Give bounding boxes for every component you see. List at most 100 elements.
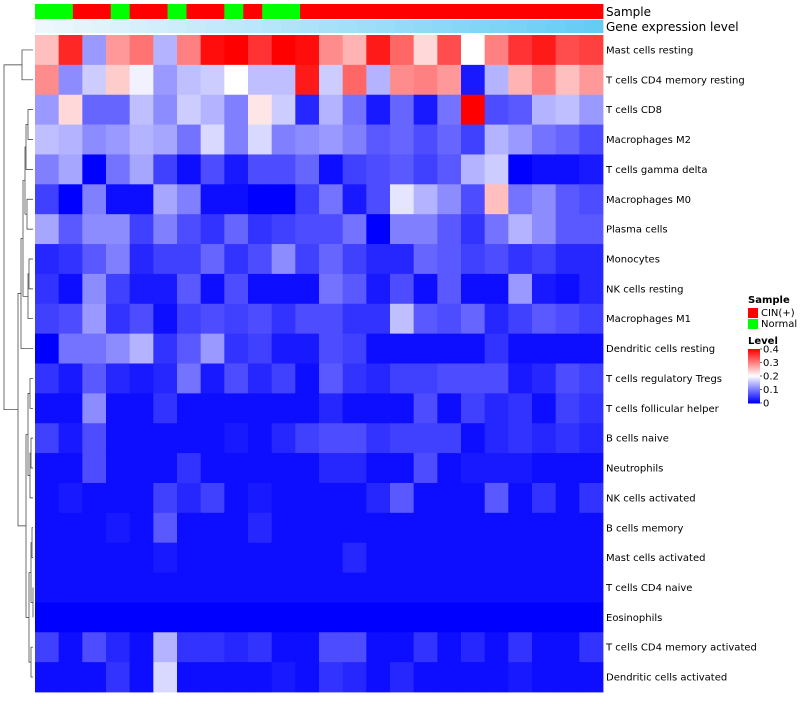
heatmap-cell (484, 393, 509, 424)
heatmap-cell (342, 453, 367, 484)
heatmap-cell (390, 94, 415, 125)
heatmap-cell (366, 453, 391, 484)
heatmap-cell (177, 512, 202, 544)
heatmap-cell (177, 602, 202, 633)
heatmap-cell (484, 363, 509, 394)
heatmap-cell (248, 572, 273, 603)
expression-annotation-cell (167, 20, 187, 33)
heatmap-cell (579, 35, 604, 66)
legend-gradient-step (748, 380, 760, 382)
heatmap-cell (106, 124, 131, 155)
heatmap-cell (437, 244, 462, 275)
heatmap-cell (129, 393, 154, 424)
heatmap-cell (129, 35, 154, 66)
sample-annotation-cell (281, 4, 301, 19)
heatmap-cell (461, 572, 486, 603)
heatmap-cell (248, 124, 273, 155)
heatmap-cell (508, 333, 533, 364)
heatmap-cell (153, 184, 178, 215)
heatmap-cell (342, 35, 367, 66)
heatmap-cell (555, 512, 580, 544)
heatmap-cell (508, 64, 533, 96)
heatmap-cell (413, 244, 438, 275)
heatmap-cell (390, 602, 415, 633)
heatmap-cell (129, 423, 154, 454)
heatmap-cell (129, 512, 154, 544)
heatmap-cell (153, 572, 178, 603)
heatmap-cell (200, 423, 225, 454)
heatmap-cell (35, 244, 60, 275)
heatmap-cell (413, 214, 438, 245)
heatmap-cell (82, 184, 107, 215)
heatmap-cell (153, 662, 178, 693)
heatmap-cell (153, 273, 178, 305)
heatmap-cell (484, 333, 509, 364)
heatmap-cell (271, 154, 296, 185)
heatmap-cell (319, 632, 344, 663)
heatmap-cell (248, 184, 273, 215)
sample-annotation-cell (394, 4, 415, 19)
heatmap-cell (82, 124, 107, 155)
heatmap-cell (508, 184, 533, 215)
heatmap-cell (224, 124, 249, 155)
heatmap-cell (248, 542, 273, 573)
sample-annotation-cell (413, 4, 433, 19)
heatmap-cell (342, 184, 367, 215)
heatmap-cell (106, 184, 131, 215)
heatmap-cell (413, 632, 438, 663)
sample-annotation-cell (186, 4, 206, 19)
heatmap-cell (271, 184, 296, 215)
heatmap-cell (342, 303, 367, 335)
sample-annotation-cell (53, 4, 74, 19)
heatmap-cell (224, 303, 249, 335)
heatmap-cell (319, 453, 344, 484)
heatmap-cell (390, 303, 415, 335)
heatmap-cell (319, 662, 344, 693)
heatmap-cell (271, 542, 296, 573)
heatmap-cell (437, 64, 462, 96)
heatmap-cell (390, 333, 415, 364)
heatmap-cell (129, 184, 154, 215)
expression-annotation-cell (262, 20, 282, 33)
heatmap-cell (295, 214, 320, 245)
heatmap-cell (248, 214, 273, 245)
heatmap-cell (413, 393, 438, 424)
heatmap-cell (271, 64, 296, 96)
heatmap-cell (271, 423, 296, 454)
heatmap-cell (413, 542, 438, 573)
heatmap-cell (319, 393, 344, 424)
heatmap-cell (295, 35, 320, 66)
heatmap-cell (532, 244, 557, 275)
heatmap-cell (295, 303, 320, 335)
heatmap-cell (295, 632, 320, 663)
heatmap-cell (248, 423, 273, 454)
heatmap-cell (58, 572, 83, 603)
heatmap-cell (153, 393, 178, 424)
heatmap-cell (106, 572, 131, 603)
dendrogram-branch (30, 437, 33, 469)
legend-gradient-step (748, 373, 760, 375)
heatmap-cell (508, 273, 533, 305)
heatmap-cell (555, 303, 580, 335)
legend-entry-label: Normal (761, 319, 797, 330)
sample-annotation-cell (375, 4, 396, 19)
heatmap-cell (106, 35, 131, 66)
legend-gradient-step (748, 370, 760, 372)
heatmap-cell (58, 154, 83, 185)
expression-annotation-cell (413, 20, 433, 33)
dendrogram-branch (27, 109, 33, 140)
heatmap-cell (555, 124, 580, 155)
heatmap-cell (413, 363, 438, 394)
row-label: Dendritic cells activated (606, 673, 727, 684)
heatmap-cell (82, 542, 107, 573)
heatmap-cell (342, 482, 367, 514)
heatmap-cell (579, 94, 604, 125)
heatmap-cell (484, 94, 509, 125)
heatmap-cell (413, 303, 438, 335)
heatmap-cell (342, 244, 367, 275)
heatmap-cell (35, 572, 60, 603)
heatmap-cell (413, 94, 438, 125)
heatmap-cell (248, 482, 273, 514)
heatmap-cell (106, 393, 131, 424)
heatmap-cell (390, 512, 415, 544)
